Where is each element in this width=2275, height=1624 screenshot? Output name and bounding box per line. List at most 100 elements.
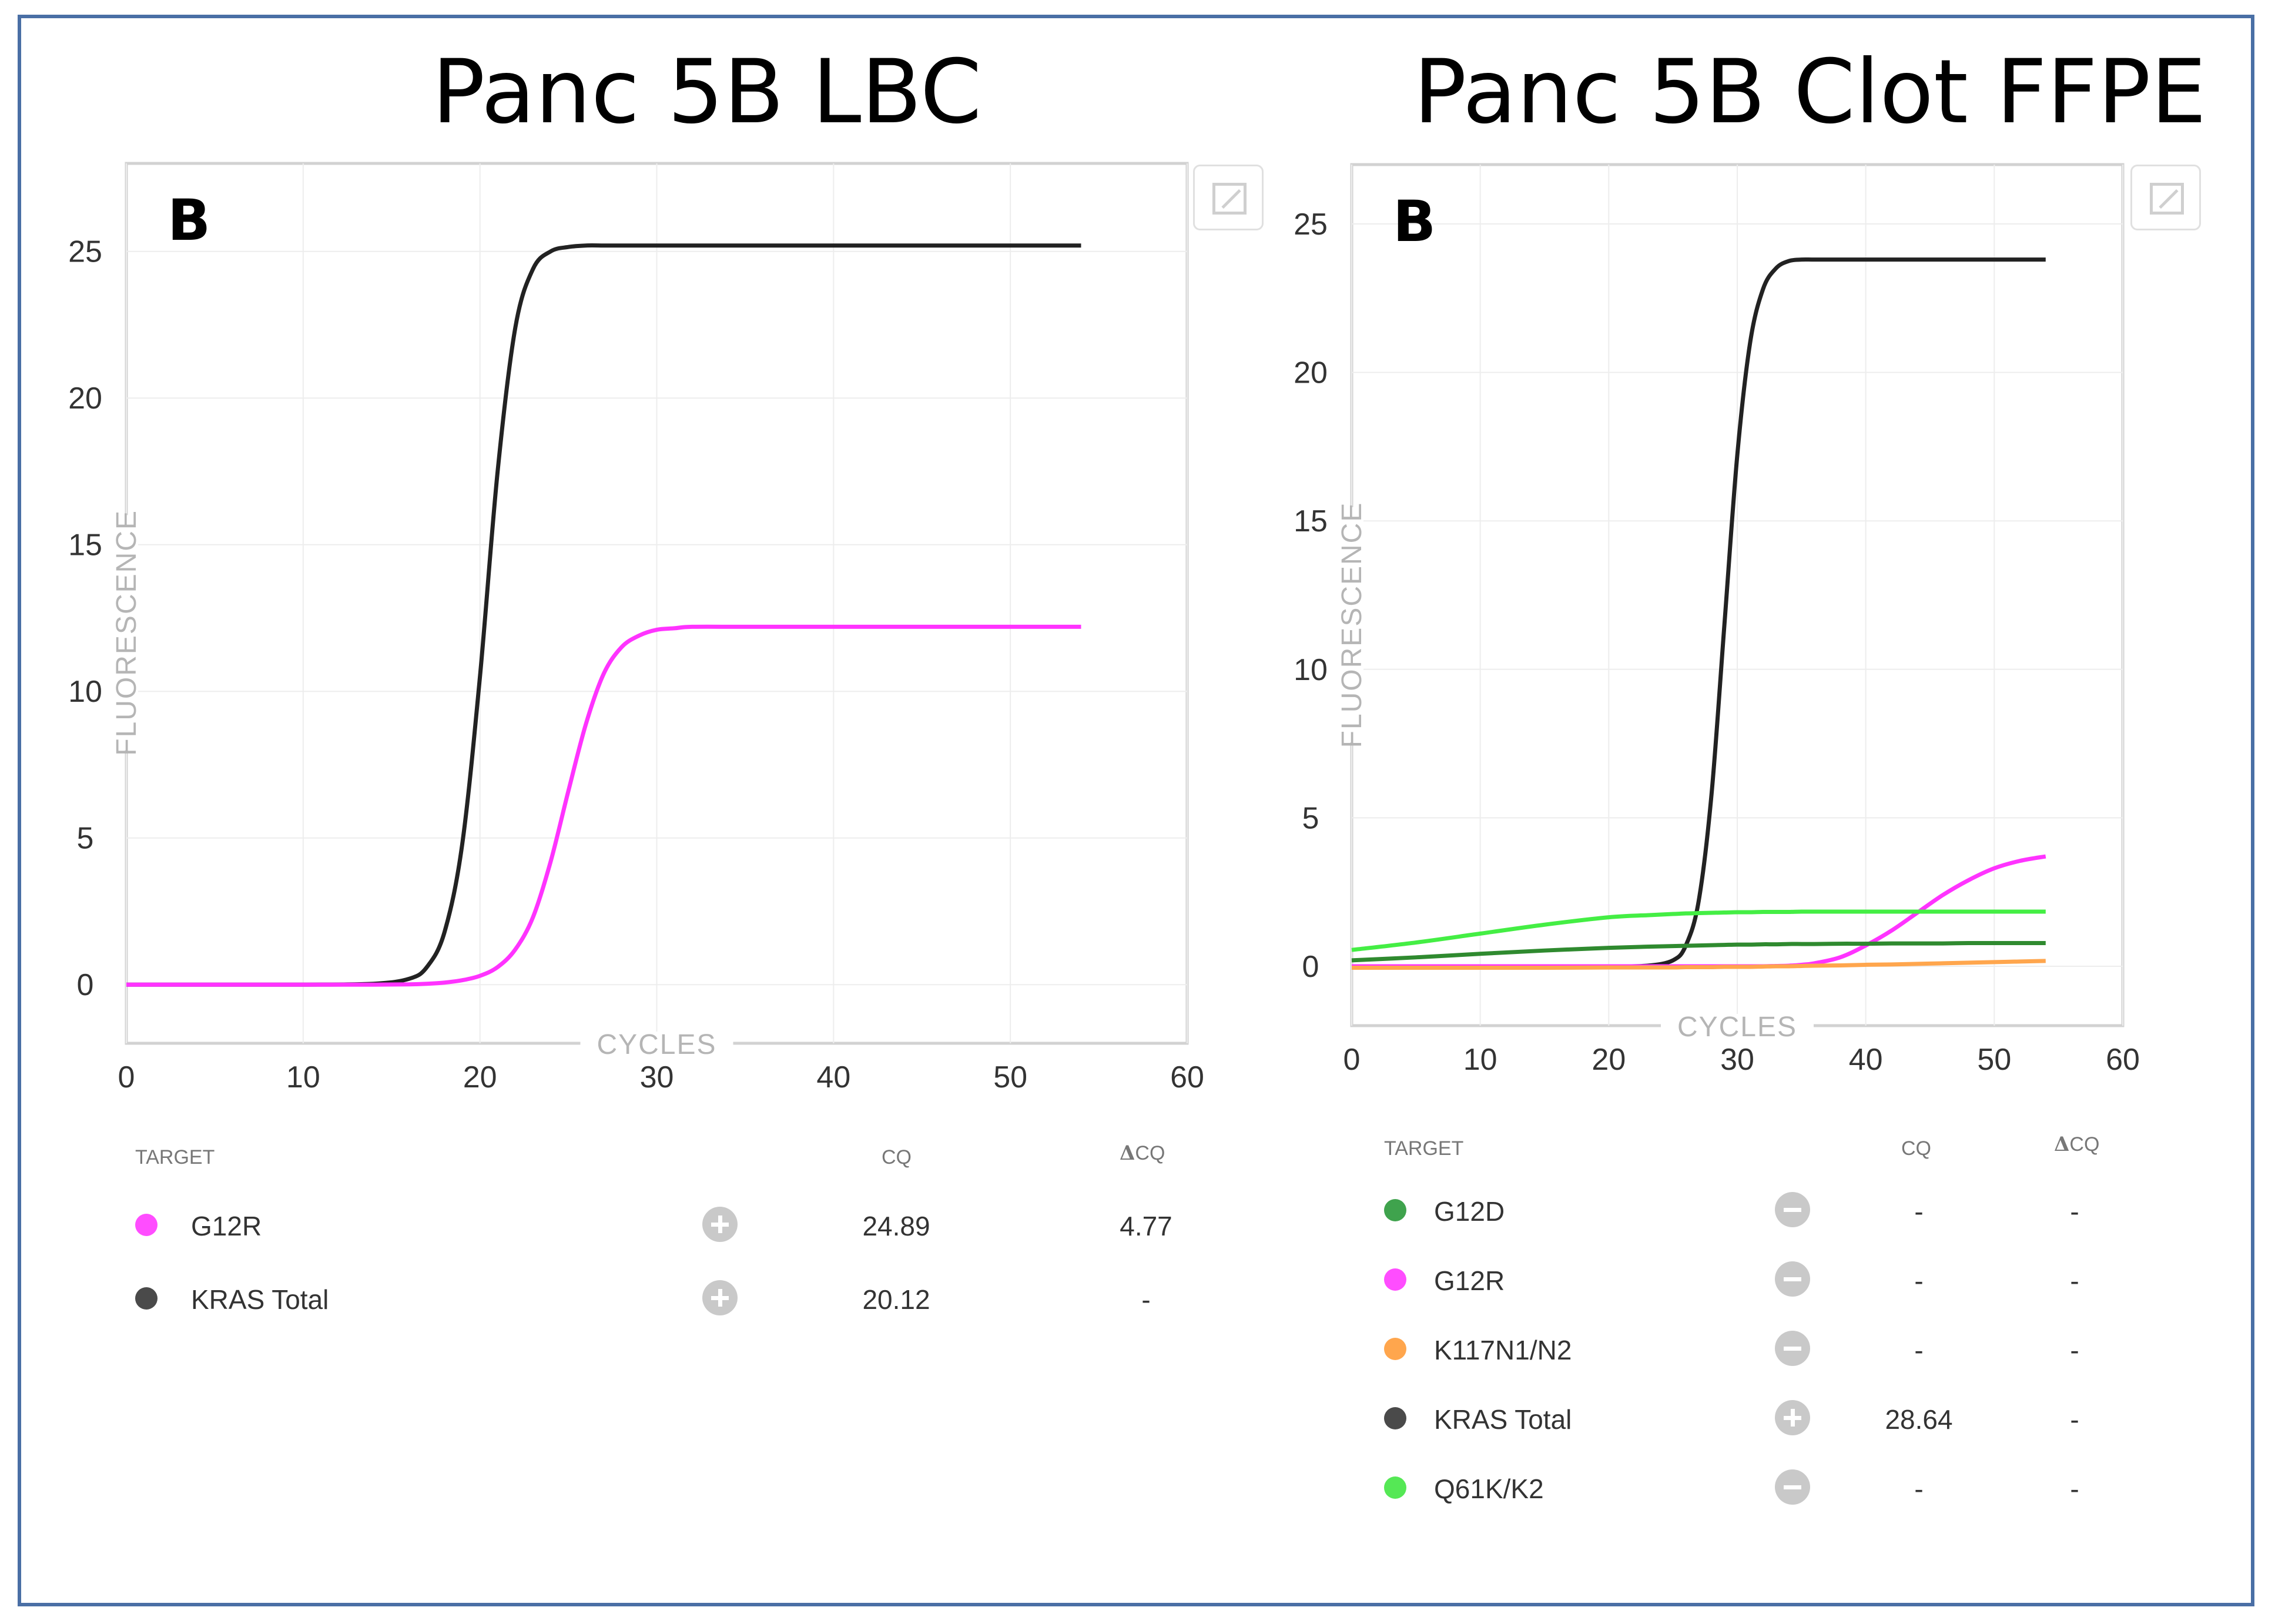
delta-cq-value: - bbox=[2070, 1404, 2079, 1435]
legend-row-q61k-k2[interactable]: Q61K/K2 - - bbox=[1384, 1469, 2148, 1506]
plus-circle-icon[interactable] bbox=[702, 1207, 738, 1242]
chart-0-x-tick-label: 50 bbox=[993, 1060, 1027, 1094]
cq-header: CQ bbox=[1901, 1137, 1931, 1160]
chart-1-y-tick-label: 20 bbox=[1294, 356, 1328, 390]
cq-header: CQ bbox=[882, 1146, 912, 1168]
chart-0-y-tick-label: 15 bbox=[68, 528, 102, 562]
cq-value: 24.89 bbox=[862, 1211, 930, 1241]
series-color-dot bbox=[135, 1214, 158, 1236]
chart-1-panel-letter: B bbox=[1393, 189, 1436, 255]
delta-cq-value: - bbox=[2070, 1474, 2079, 1504]
cq-value: 28.64 bbox=[1885, 1404, 1953, 1435]
chart-0-y-title-gap bbox=[115, 515, 138, 751]
target-name: G12R bbox=[191, 1211, 262, 1241]
expand-icon bbox=[2150, 183, 2184, 215]
target-name: G12D bbox=[1434, 1196, 1505, 1227]
plus-circle-icon[interactable] bbox=[702, 1280, 738, 1315]
left-legend-table: TARGET CQ ΔCQ G12R 24.89 4.77 KRAS Total 20.… bbox=[135, 1141, 1193, 1381]
cq-value: 20.12 bbox=[862, 1284, 930, 1315]
delta-symbol: Δ bbox=[1120, 1141, 1135, 1165]
chart-1-x-title-gap bbox=[1661, 1014, 1814, 1037]
target-name: KRAS Total bbox=[1434, 1404, 1572, 1435]
chart-0-x-axis-title: CYCLES bbox=[597, 1029, 716, 1060]
legend-row-kras-total[interactable]: KRAS Total 20.12 - bbox=[135, 1280, 1193, 1317]
legend-row-k117n1-n2[interactable]: K117N1/N2 - - bbox=[1384, 1331, 2148, 1367]
delta-cq-value: 4.77 bbox=[1120, 1211, 1172, 1241]
chart-0-y-tick-label: 10 bbox=[68, 675, 102, 709]
chart-0-x-tick-label: 20 bbox=[463, 1060, 497, 1094]
chart-1-x-tick-label: 0 bbox=[1343, 1043, 1361, 1077]
series-color-dot bbox=[1384, 1407, 1406, 1429]
delta-cq-header: ΔCQ bbox=[2054, 1133, 2099, 1156]
minus-circle-icon[interactable] bbox=[1775, 1469, 1810, 1505]
chart-0-y-tick-label: 0 bbox=[77, 968, 94, 1002]
target-name: Q61K/K2 bbox=[1434, 1474, 1544, 1504]
cq-value: - bbox=[1914, 1474, 1924, 1504]
expand-icon bbox=[1212, 183, 1247, 215]
chart-1-y-tick-label: 25 bbox=[1294, 207, 1328, 242]
chart-0-series-g12r-line bbox=[126, 624, 1081, 987]
chart-0-x-tick-label: 40 bbox=[816, 1060, 850, 1094]
left-expand-button[interactable] bbox=[1193, 165, 1264, 230]
chart-0-x-title-gap bbox=[580, 1032, 733, 1055]
chart-0-x-tick-label: 0 bbox=[118, 1060, 135, 1094]
chart-1-series-g12d-line bbox=[1351, 941, 2046, 963]
delta-symbol: Δ bbox=[2054, 1133, 2070, 1156]
chart-1-x-tick-label: 20 bbox=[1592, 1043, 1626, 1077]
cq-value: - bbox=[1914, 1196, 1924, 1227]
cq-value: - bbox=[1914, 1265, 1924, 1296]
legend-row-kras-total[interactable]: KRAS Total 28.64 - bbox=[1384, 1400, 2148, 1437]
right-panel-title: Panc 5B Clot FFPE bbox=[1413, 41, 2207, 143]
chart-1-y-tick-label: 0 bbox=[1302, 950, 1319, 984]
target-header: TARGET bbox=[1384, 1137, 1464, 1160]
chart-0-y-tick-label: 5 bbox=[77, 822, 94, 856]
legend-row-g12r[interactable]: G12R 24.89 4.77 bbox=[135, 1207, 1193, 1243]
chart-0-panel-letter: B bbox=[167, 187, 210, 253]
chart-0-x-tick-label: 60 bbox=[1170, 1060, 1204, 1094]
legend-row-g12d[interactable]: G12D - - bbox=[1384, 1192, 2148, 1228]
chart-1-x-tick-label: 60 bbox=[2106, 1043, 2140, 1077]
right-legend-table: TARGET CQ ΔCQ G12D - - G12R - - K117N1/N2- - KRA… bbox=[1384, 1133, 2148, 1549]
chart-1-y-tick-label: 10 bbox=[1294, 653, 1328, 687]
target-name: KRAS Total bbox=[191, 1284, 329, 1315]
legend-header: TARGET CQ ΔCQ bbox=[1384, 1133, 2148, 1173]
legend-row-g12r[interactable]: G12R - - bbox=[1384, 1261, 2148, 1298]
series-color-dot bbox=[1384, 1268, 1406, 1291]
chart-1-x-tick-label: 50 bbox=[1977, 1043, 2011, 1077]
legend-header: TARGET CQ ΔCQ bbox=[135, 1141, 1193, 1181]
chart-1-x-tick-label: 40 bbox=[1849, 1043, 1883, 1077]
plus-circle-icon[interactable] bbox=[1775, 1400, 1810, 1435]
series-color-dot bbox=[1384, 1476, 1406, 1499]
delta-cq-value: - bbox=[1141, 1284, 1151, 1315]
chart-0-series-kras-total-line bbox=[126, 243, 1081, 987]
series-color-dot bbox=[1384, 1338, 1406, 1360]
delta-cq-label: CQ bbox=[2069, 1133, 2100, 1156]
chart-1-y-axis-title: FLUORESCENCE bbox=[1336, 502, 1368, 748]
chart-0-x-tick-label: 10 bbox=[286, 1060, 320, 1094]
minus-circle-icon[interactable] bbox=[1775, 1192, 1810, 1227]
chart-1-series-k117n1-n2-line bbox=[1352, 959, 2046, 970]
target-name: K117N1/N2 bbox=[1434, 1335, 1572, 1365]
delta-cq-value: - bbox=[2070, 1265, 2079, 1296]
chart-1-y-title-gap bbox=[1340, 507, 1363, 743]
chart-0-x-tick-label: 30 bbox=[640, 1060, 674, 1094]
chart-1-x-tick-label: 30 bbox=[1720, 1043, 1754, 1077]
delta-cq-label: CQ bbox=[1135, 1142, 1165, 1164]
right-expand-button[interactable] bbox=[2130, 165, 2201, 230]
chart-1-x-axis-title: CYCLES bbox=[1677, 1012, 1797, 1043]
left-panel-title: Panc 5B LBC bbox=[432, 41, 982, 143]
delta-cq-header: ΔCQ bbox=[1120, 1141, 1165, 1165]
target-name: G12R bbox=[1434, 1265, 1505, 1296]
minus-circle-icon[interactable] bbox=[1775, 1331, 1810, 1366]
delta-cq-value: - bbox=[2070, 1196, 2079, 1227]
chart-0-y-tick-label: 25 bbox=[68, 235, 102, 269]
chart-0-y-tick-label: 20 bbox=[68, 381, 102, 416]
minus-circle-icon[interactable] bbox=[1775, 1261, 1810, 1297]
chart-1-y-tick-label: 5 bbox=[1302, 801, 1319, 835]
delta-cq-value: - bbox=[2070, 1335, 2079, 1365]
chart-1-y-tick-label: 15 bbox=[1294, 504, 1328, 538]
target-header: TARGET bbox=[135, 1146, 215, 1168]
cq-value: - bbox=[1914, 1335, 1924, 1365]
